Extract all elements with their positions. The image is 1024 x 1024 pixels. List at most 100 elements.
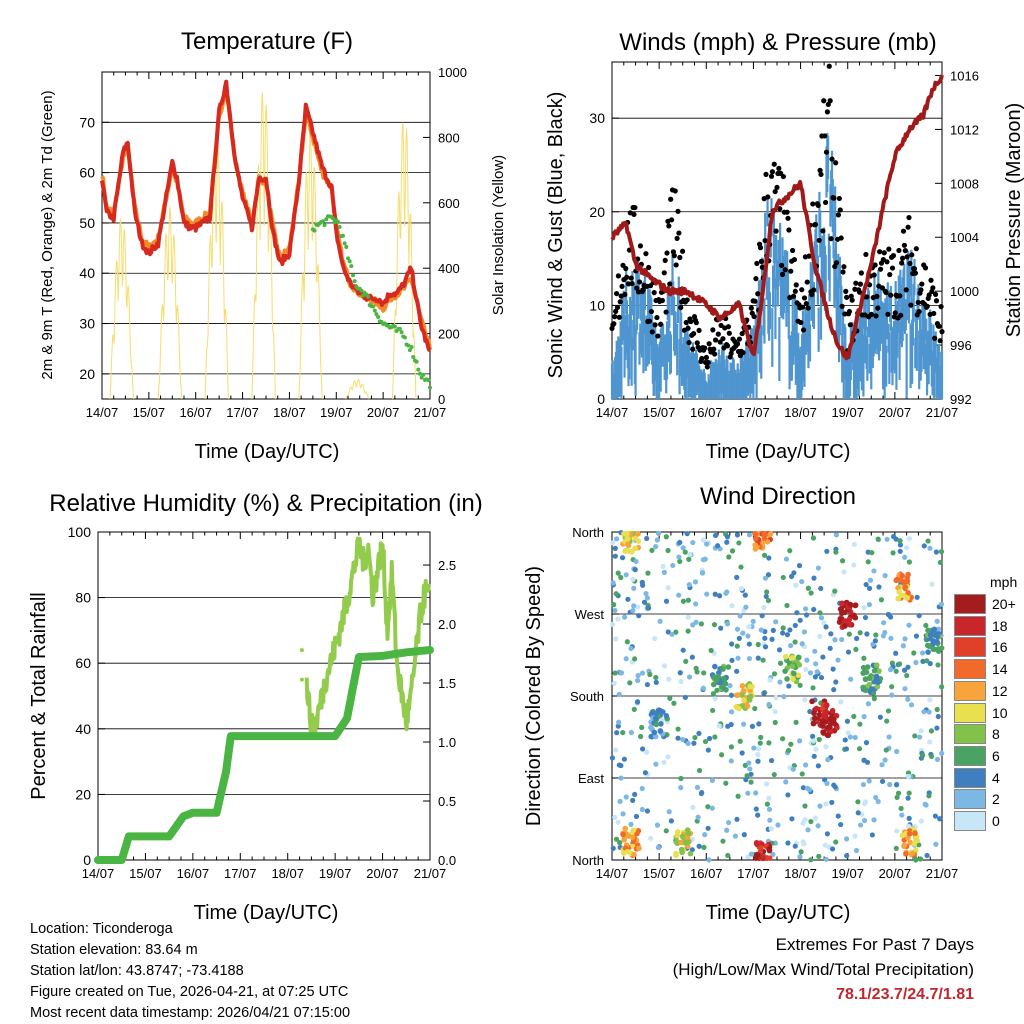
direction-point (780, 736, 786, 742)
gust-point (659, 297, 666, 304)
x-tick-label: 18/07 (784, 405, 817, 420)
direction-point (825, 757, 831, 763)
gust-point (913, 246, 919, 252)
gust-point (613, 308, 619, 314)
direction-point (746, 624, 752, 630)
direction-point (886, 734, 892, 740)
solar-y-tick-label: 1000 (438, 65, 467, 80)
dewpoint-point (417, 371, 422, 376)
direction-point (733, 692, 740, 699)
solar-insolation-line (345, 378, 370, 400)
direction-point (613, 836, 620, 842)
direction-point (919, 650, 926, 656)
direction-point (639, 746, 646, 752)
direction-point (802, 803, 808, 809)
direction-point (873, 662, 880, 668)
gust-point (693, 320, 699, 326)
direction-point (736, 705, 742, 712)
direction-tick-label: East (578, 771, 604, 786)
direction-point (780, 625, 786, 631)
direction-point (905, 835, 911, 841)
direction-point (639, 806, 645, 813)
direction-point (727, 683, 733, 689)
direction-point (693, 601, 699, 607)
direction-point (724, 539, 730, 545)
direction-point (923, 622, 929, 629)
pressure-line (610, 74, 944, 361)
gust-point (857, 281, 864, 287)
gust-point (937, 338, 943, 344)
direction-point (810, 738, 817, 744)
direction-point (663, 713, 670, 719)
direction-point (927, 545, 933, 551)
gust-point (798, 319, 804, 326)
gust-point (632, 204, 638, 211)
direction-point (832, 637, 838, 643)
direction-point (869, 550, 875, 556)
gust-point (718, 322, 724, 329)
direction-point (854, 635, 860, 642)
direction-point (627, 680, 633, 686)
direction-point (683, 658, 689, 665)
direction-point (913, 857, 919, 863)
direction-point (629, 834, 636, 841)
humidity-title: Relative Humidity (%) & Precipitation (i… (49, 490, 482, 517)
direction-point (833, 549, 839, 555)
pressure-y-tick-label: 1004 (950, 230, 979, 245)
gust-point (675, 208, 681, 214)
direction-point (780, 574, 786, 581)
direction-point (872, 638, 879, 644)
direction-point (724, 827, 730, 833)
x-tick-label: 14/07 (596, 405, 629, 420)
gust-point (696, 327, 702, 334)
gust-point (631, 211, 637, 218)
gust-point (712, 351, 718, 357)
direction-tick-label: West (575, 607, 605, 622)
gust-point (753, 276, 759, 282)
dewpoint-point (347, 259, 352, 264)
gust-point (919, 281, 925, 287)
direction-point (644, 681, 651, 688)
direction-xlabel: Time (Day/UTC) (706, 902, 851, 924)
direction-point (803, 612, 810, 618)
direction-point (787, 627, 793, 633)
pressure-y-tick-label: 1016 (950, 68, 979, 83)
dewpoint-point (409, 345, 414, 350)
direction-point (782, 668, 788, 674)
gust-point (793, 282, 799, 288)
info-location: Location: Ticonderoga (30, 921, 173, 937)
direction-point (737, 738, 743, 744)
direction-point (677, 539, 683, 546)
direction-point (618, 574, 624, 581)
solar-y-tick-label: 400 (438, 261, 460, 276)
gust-point (936, 323, 942, 329)
direction-point (803, 762, 809, 768)
direction-point (822, 719, 829, 725)
gust-point (831, 195, 837, 201)
direction-point (632, 535, 638, 541)
gust-point (703, 354, 710, 361)
gust-point (704, 364, 710, 370)
gust-point (924, 303, 930, 309)
gust-point (715, 331, 721, 337)
direction-point (673, 629, 679, 635)
direction-point (762, 644, 769, 650)
direction-point (797, 854, 803, 860)
direction-point (855, 799, 861, 805)
gust-point (926, 292, 932, 298)
direction-point (668, 818, 674, 824)
direction-point (824, 548, 830, 554)
direction-point (828, 631, 834, 637)
direction-point (884, 536, 890, 542)
direction-point (676, 592, 682, 598)
direction-point (766, 555, 772, 561)
direction-point (825, 724, 831, 731)
temperature-ylabel2: Solar Insolation (Yellow) (490, 155, 507, 315)
colorbar-label: 2 (992, 791, 1000, 808)
humidity-y-tick-label: 20 (75, 786, 91, 802)
direction-point (651, 729, 658, 736)
direction-point (816, 853, 822, 859)
precip-y-tick-label: 0.5 (438, 794, 456, 809)
gust-point (904, 254, 910, 260)
gust-point (751, 313, 757, 320)
